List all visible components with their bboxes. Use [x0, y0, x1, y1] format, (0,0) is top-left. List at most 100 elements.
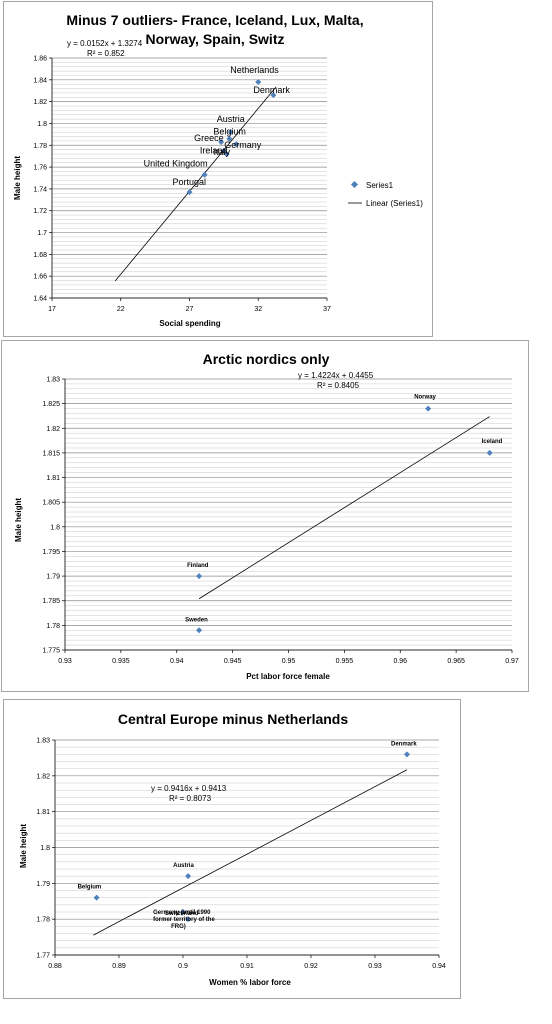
x-tick-label: 0.9: [178, 963, 188, 970]
y-tick-label: 1.82: [33, 99, 47, 106]
chart-1-r2: R² = 0.852: [87, 49, 125, 58]
chart-1-title-line-2: Norway, Spain, Switz: [146, 31, 285, 47]
chart-2-y-axis-label: Male height: [14, 498, 23, 542]
y-tick-label: 1.82: [46, 426, 60, 433]
data-point: [255, 79, 262, 85]
data-point: [425, 405, 432, 412]
y-tick-label: 1.77: [36, 953, 50, 960]
chart-2-x-axis-label: Pct labor force female: [246, 672, 330, 681]
point-label: Austria: [217, 114, 245, 124]
y-tick-label: 1.8: [40, 845, 50, 852]
chart-3-r2: R² = 0.8073: [169, 794, 212, 803]
data-point: [201, 171, 208, 178]
y-tick-label: 1.785: [42, 598, 60, 605]
y-tick-label: 1.775: [42, 648, 60, 655]
y-tick-label: 1.74: [33, 186, 47, 193]
point-label: Denmark: [253, 85, 290, 95]
x-tick-label: 27: [186, 306, 194, 313]
x-tick-label: 0.91: [240, 963, 254, 970]
chart-1-svg: Minus 7 outliers- France, Iceland, Lux, …: [13, 12, 423, 328]
chart-1-y-axis-label: Male height: [13, 156, 22, 200]
legend-trend-label: Linear (Series1): [366, 199, 423, 208]
data-point: [223, 151, 230, 157]
data-point: [218, 139, 225, 145]
legend-series-label: Series1: [366, 181, 394, 190]
x-tick-label: 32: [254, 306, 262, 313]
x-tick-label: 0.88: [48, 963, 62, 970]
y-tick-label: 1.78: [36, 917, 50, 924]
point-label: Finland: [187, 563, 209, 569]
chart-3-x-axis-label: Women % labor force: [209, 978, 291, 987]
chart-panel-1: Minus 7 outliers- France, Iceland, Lux, …: [3, 1, 433, 337]
x-tick-label: 0.945: [224, 658, 242, 665]
point-label: Norway: [414, 395, 436, 401]
x-tick-label: 0.89: [112, 963, 126, 970]
data-point: [196, 627, 203, 634]
data-point: [227, 129, 234, 136]
y-tick-label: 1.815: [42, 450, 60, 457]
data-point: [185, 916, 192, 923]
x-tick-label: 0.95: [282, 658, 296, 665]
x-tick-label: 17: [48, 306, 56, 313]
point-label: Austria: [173, 863, 194, 869]
x-tick-label: 0.93: [368, 963, 382, 970]
y-tick-label: 1.86: [33, 56, 47, 63]
point-label: Ireland: [200, 146, 228, 156]
chart-3-svg: Central Europe minus Netherlands 1.77 1.7…: [19, 711, 446, 987]
x-tick-label: 0.96: [393, 658, 407, 665]
chart-1-title-line-1: Minus 7 outliers- France, Iceland, Lux, …: [66, 12, 363, 28]
point-label: Iceland: [482, 439, 503, 445]
point-label: Portugal: [173, 177, 207, 187]
y-tick-label: 1.79: [46, 574, 60, 581]
trendline: [93, 769, 408, 936]
data-point: [186, 189, 193, 196]
y-tick-label: 1.83: [46, 377, 60, 384]
chart-2-equation: y = 1.4224x + 0.4455: [298, 371, 374, 380]
data-point: [180, 909, 186, 915]
y-tick-label: 1.84: [33, 77, 47, 84]
point-label: Italy: [214, 147, 231, 157]
y-tick-label: 1.805: [42, 500, 60, 507]
x-tick-label: 0.965: [447, 658, 465, 665]
data-point: [486, 449, 493, 456]
trendline: [198, 416, 490, 600]
data-point: [404, 751, 410, 758]
chart-3-equation: y = 0.9416x + 0.9413: [151, 784, 227, 793]
y-tick-label: 1.66: [33, 274, 47, 281]
point-label: Belgium: [213, 127, 246, 137]
legend-series-marker: [350, 180, 359, 189]
chart-panel-2: Arctic nordics only 1.775 1.78 1.785 1.79 1.…: [1, 340, 529, 692]
point-label: Sweden: [185, 617, 208, 623]
point-label: Switzerland: [165, 911, 199, 917]
y-tick-label: 1.78: [33, 143, 47, 150]
data-point: [270, 92, 277, 99]
chart-3-title: Central Europe minus Netherlands: [118, 711, 348, 727]
trendline: [114, 86, 277, 282]
x-tick-label: 0.94: [432, 963, 446, 970]
x-tick-label: 0.955: [336, 658, 354, 665]
data-point: [226, 135, 233, 142]
y-tick-label: 1.82: [36, 773, 50, 780]
point-label: Greece: [194, 133, 224, 143]
chart-1-x-axis-label: Social spending: [159, 319, 220, 328]
point-label: Germany (until 1990 former territory of t…: [153, 910, 215, 930]
x-tick-label: 0.97: [505, 658, 519, 665]
chart-2-r2: R² = 0.8405: [317, 381, 360, 390]
x-tick-label: 0.93: [58, 658, 72, 665]
y-tick-label: 1.76: [33, 165, 47, 172]
y-tick-label: 1.81: [46, 475, 60, 482]
chart-2-svg: Arctic nordics only 1.775 1.78 1.785 1.79 1.…: [14, 351, 519, 681]
y-tick-label: 1.79: [36, 881, 50, 888]
x-tick-label: 22: [117, 306, 125, 313]
data-point: [233, 141, 240, 148]
y-tick-label: 1.7: [37, 230, 47, 237]
x-tick-label: 37: [323, 306, 331, 313]
x-tick-label: 0.94: [170, 658, 184, 665]
y-tick-label: 1.81: [36, 809, 50, 816]
point-label: Germany: [224, 140, 262, 150]
y-tick-label: 1.795: [42, 549, 60, 556]
data-point: [196, 573, 203, 580]
point-label: United Kingdom: [144, 159, 208, 169]
x-tick-label: 0.92: [304, 963, 318, 970]
point-label: Belgium: [78, 885, 102, 891]
